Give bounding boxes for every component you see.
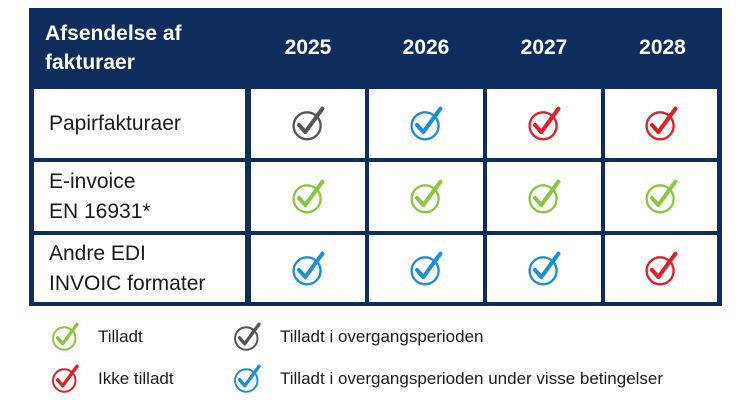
legend-item-not-allowed: Ikke tilladt xyxy=(50,364,174,394)
legend-item-transition: Tilladt i overgangsperioden xyxy=(232,322,484,352)
status-cell xyxy=(605,235,717,302)
table-header-title: Afsendelse af fakturaer xyxy=(45,22,182,74)
status-cell xyxy=(369,235,483,302)
check-green-icon xyxy=(50,322,80,352)
check-green-icon xyxy=(643,179,679,215)
check-red-icon xyxy=(526,106,562,142)
legend-label: Tilladt i overgangsperioden under visse … xyxy=(280,369,664,388)
status-cell xyxy=(369,162,483,231)
check-red-icon xyxy=(643,106,679,142)
invoice-rules-table: Afsendelse af fakturaer 2025 2026 2027 20… xyxy=(29,8,722,306)
check-grey-icon xyxy=(290,106,326,142)
check-green-icon xyxy=(526,179,562,215)
check-blue-icon xyxy=(232,364,262,394)
check-blue-icon xyxy=(290,251,326,287)
status-cell xyxy=(605,89,717,158)
legend-item-conditional: Tilladt i overgangsperioden under visse … xyxy=(232,364,663,394)
status-cell xyxy=(251,89,365,158)
check-green-icon xyxy=(290,179,326,215)
row-label-einvoice: E-invoice EN 16931* xyxy=(34,162,245,231)
row-label-paper: Papirfakturaer xyxy=(34,89,245,158)
row-label-edi: Andre EDI INVOIC formater xyxy=(34,235,245,302)
status-cell xyxy=(369,89,483,158)
check-blue-icon xyxy=(526,251,562,287)
legend-label: Ikke tilladt xyxy=(98,369,174,388)
check-blue-icon xyxy=(408,106,444,142)
header-year-2025: 2025 xyxy=(284,36,332,59)
legend-label: Tilladt xyxy=(98,327,143,346)
status-cell xyxy=(251,162,365,231)
header-year-2027: 2027 xyxy=(520,36,568,59)
legend-label: Tilladt i overgangsperioden xyxy=(280,327,484,346)
status-cell xyxy=(251,235,365,302)
legend-item-allowed: Tilladt xyxy=(50,322,143,352)
check-grey-icon xyxy=(232,322,262,352)
status-cell xyxy=(487,162,601,231)
check-blue-icon xyxy=(408,251,444,287)
status-cell xyxy=(487,89,601,158)
header-year-2028: 2028 xyxy=(639,36,686,59)
status-cell xyxy=(605,162,717,231)
check-red-icon xyxy=(50,364,80,394)
check-green-icon xyxy=(408,179,444,215)
status-cell xyxy=(487,235,601,302)
check-red-icon xyxy=(643,251,679,287)
header-year-2026: 2026 xyxy=(402,36,450,59)
